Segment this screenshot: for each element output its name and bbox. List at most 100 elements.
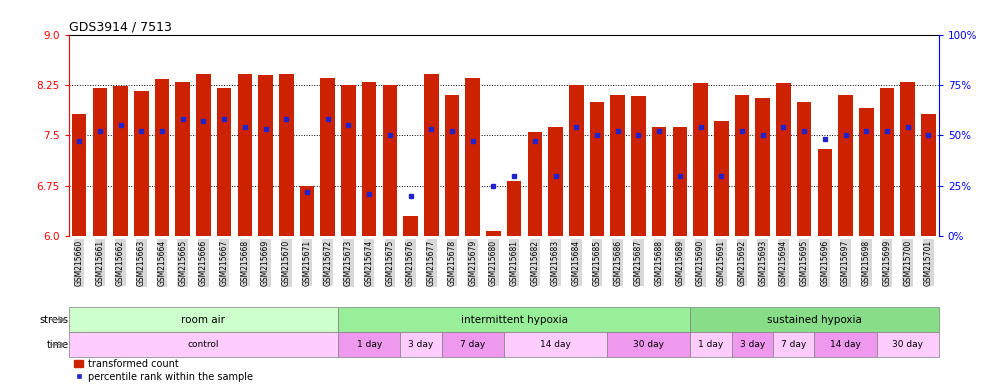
Bar: [176, 82, 190, 236]
Bar: [859, 109, 874, 236]
Bar: [756, 98, 770, 236]
Text: GSM215669: GSM215669: [261, 240, 270, 286]
Text: GSM215675: GSM215675: [385, 240, 394, 286]
Bar: [154, 79, 169, 236]
Text: stress: stress: [39, 314, 69, 325]
Bar: [444, 95, 459, 236]
Text: GSM215698: GSM215698: [862, 240, 871, 286]
Bar: [72, 114, 87, 236]
Bar: [797, 102, 811, 236]
Text: GSM215686: GSM215686: [613, 240, 622, 286]
Text: GSM215676: GSM215676: [406, 240, 415, 286]
Text: 14 day: 14 day: [540, 340, 571, 349]
Text: GSM215693: GSM215693: [758, 240, 767, 286]
Bar: [818, 149, 832, 236]
Text: GSM215673: GSM215673: [344, 240, 353, 286]
Bar: [838, 95, 853, 236]
Bar: [507, 181, 521, 236]
Text: GSM215671: GSM215671: [303, 240, 312, 286]
Text: GSM215700: GSM215700: [903, 240, 912, 286]
Bar: [197, 74, 210, 236]
Text: GSM215665: GSM215665: [178, 240, 187, 286]
Text: GSM215661: GSM215661: [95, 240, 104, 286]
Text: GSM215664: GSM215664: [157, 240, 166, 286]
Text: 1 day: 1 day: [698, 340, 723, 349]
Bar: [880, 88, 895, 236]
Text: GSM215681: GSM215681: [509, 240, 519, 286]
Text: control: control: [188, 340, 219, 349]
Bar: [569, 85, 584, 236]
Bar: [815, 332, 877, 357]
Text: GSM215674: GSM215674: [365, 240, 374, 286]
Text: GSM215660: GSM215660: [75, 240, 84, 286]
Text: GSM215689: GSM215689: [675, 240, 684, 286]
Text: GSM215672: GSM215672: [323, 240, 332, 286]
Bar: [672, 127, 687, 236]
Text: intermittent hypoxia: intermittent hypoxia: [461, 314, 567, 325]
Text: 14 day: 14 day: [830, 340, 861, 349]
Bar: [113, 86, 128, 236]
Text: GSM215668: GSM215668: [241, 240, 250, 286]
Text: GSM215677: GSM215677: [427, 240, 435, 286]
Text: GSM215692: GSM215692: [737, 240, 746, 286]
Text: GSM215679: GSM215679: [468, 240, 477, 286]
Bar: [69, 332, 338, 357]
Text: GSM215678: GSM215678: [447, 240, 456, 286]
Text: 7 day: 7 day: [460, 340, 486, 349]
Text: GSM215663: GSM215663: [137, 240, 145, 286]
Text: 3 day: 3 day: [408, 340, 434, 349]
Text: GSM215688: GSM215688: [655, 240, 664, 286]
Bar: [341, 85, 356, 236]
Text: time: time: [46, 339, 69, 350]
Bar: [259, 75, 273, 236]
Text: 30 day: 30 day: [893, 340, 923, 349]
Text: GSM215667: GSM215667: [219, 240, 229, 286]
Bar: [382, 85, 397, 236]
Text: 30 day: 30 day: [633, 340, 665, 349]
Bar: [590, 102, 605, 236]
Bar: [338, 307, 690, 332]
Bar: [690, 332, 731, 357]
Text: GSM215666: GSM215666: [199, 240, 208, 286]
Text: GSM215691: GSM215691: [717, 240, 725, 286]
Bar: [690, 307, 939, 332]
Text: GSM215680: GSM215680: [489, 240, 498, 286]
Bar: [693, 83, 708, 236]
Text: GSM215684: GSM215684: [572, 240, 581, 286]
Bar: [92, 88, 107, 236]
Bar: [610, 95, 625, 236]
Bar: [441, 332, 504, 357]
Bar: [134, 91, 148, 236]
Bar: [466, 78, 480, 236]
Text: 1 day: 1 day: [357, 340, 381, 349]
Bar: [777, 83, 790, 236]
Text: GSM215683: GSM215683: [551, 240, 560, 286]
Bar: [487, 232, 500, 236]
Bar: [734, 95, 749, 236]
Text: GSM215662: GSM215662: [116, 240, 125, 286]
Legend: transformed count, percentile rank within the sample: transformed count, percentile rank withi…: [74, 359, 254, 382]
Text: room air: room air: [182, 314, 225, 325]
Text: GSM215685: GSM215685: [593, 240, 602, 286]
Bar: [900, 82, 915, 236]
Bar: [338, 332, 400, 357]
Bar: [400, 332, 441, 357]
Bar: [238, 74, 252, 236]
Bar: [773, 332, 815, 357]
Text: sustained hypoxia: sustained hypoxia: [767, 314, 862, 325]
Bar: [528, 132, 542, 236]
Text: GSM215701: GSM215701: [924, 240, 933, 286]
Text: GSM215697: GSM215697: [841, 240, 850, 286]
Text: 3 day: 3 day: [740, 340, 765, 349]
Bar: [877, 332, 939, 357]
Text: GSM215687: GSM215687: [634, 240, 643, 286]
Text: 7 day: 7 day: [781, 340, 806, 349]
Bar: [607, 332, 690, 357]
Bar: [217, 88, 231, 236]
Text: GSM215682: GSM215682: [531, 240, 540, 286]
Bar: [921, 114, 936, 236]
Bar: [424, 74, 438, 236]
Text: GSM215699: GSM215699: [883, 240, 892, 286]
Bar: [731, 332, 773, 357]
Bar: [403, 216, 418, 236]
